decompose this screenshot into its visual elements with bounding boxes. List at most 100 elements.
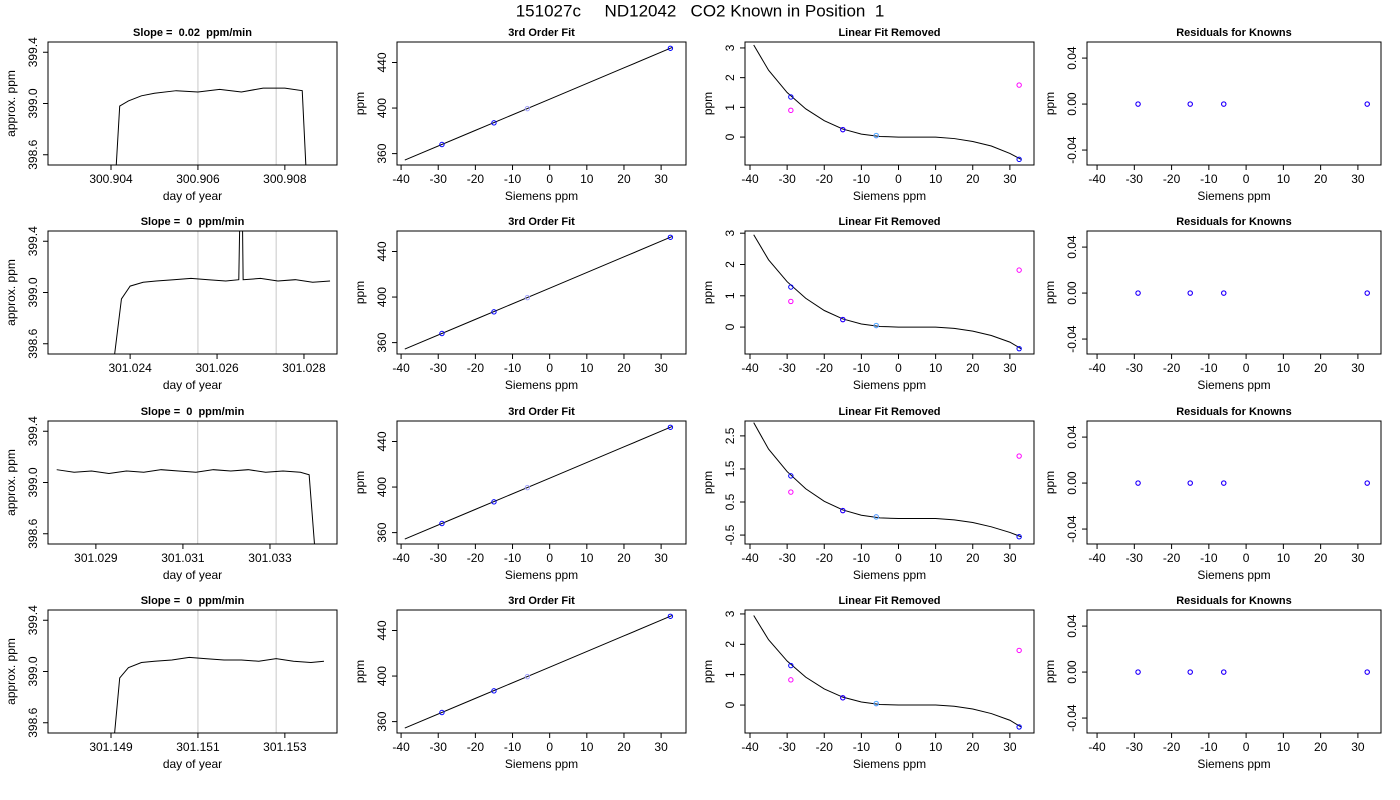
x-axis-label: Siemens ppm — [505, 378, 578, 392]
y-axis-label: approx. ppm — [4, 449, 18, 516]
x-tick-label: -20 — [467, 172, 485, 186]
x-tick-label: 0 — [546, 740, 553, 754]
y-tick-label: 2 — [723, 261, 737, 268]
x-tick-label: -40 — [1088, 361, 1106, 375]
x-tick-label: -30 — [778, 551, 796, 565]
point — [1187, 669, 1193, 675]
panel-title: Linear Fit Removed — [838, 406, 940, 418]
point — [1016, 345, 1022, 352]
y-tick-label: -0.04 — [1065, 325, 1079, 353]
x-tick-label: 0 — [895, 172, 902, 186]
plot-frame — [744, 609, 1035, 734]
point — [873, 700, 879, 707]
y-tick-label: 0 — [723, 323, 737, 330]
y-axis-label: ppm — [353, 471, 367, 494]
y-tick-label: 1 — [723, 292, 737, 299]
y-tick-label: 3 — [723, 230, 737, 237]
x-axis-label: day of year — [163, 568, 222, 582]
plot-frame — [396, 609, 687, 734]
x-tick-label: -10 — [853, 740, 871, 754]
x-tick-label: 10 — [580, 551, 594, 565]
plot-area — [753, 422, 1022, 540]
x-tick-label: 301.153 — [263, 740, 307, 754]
x-tick-label: -30 — [430, 172, 448, 186]
plot-area — [1135, 669, 1370, 675]
x-tick-label: 30 — [1003, 361, 1017, 375]
x-tick-label: -30 — [430, 740, 448, 754]
point — [667, 45, 674, 51]
plot-frame — [1086, 420, 1382, 545]
point — [1221, 480, 1227, 486]
x-tick-label: 301.031 — [161, 551, 205, 565]
x-tick-label: 20 — [1314, 361, 1328, 375]
plot-area — [56, 421, 315, 544]
y-tick-label: 399.0 — [26, 656, 40, 686]
y-axis-label: ppm — [353, 92, 367, 115]
x-tick-label: -30 — [1126, 361, 1144, 375]
plot-area — [753, 234, 1022, 352]
panel-title: 3rd Order Fit — [508, 27, 575, 39]
plot-area — [1135, 290, 1370, 296]
x-axis-label: day of year — [163, 757, 222, 771]
x-axis-label: Siemens ppm — [853, 568, 926, 582]
series-line — [115, 87, 307, 165]
x-tick-label: 0 — [895, 740, 902, 754]
x-tick-label: 10 — [929, 361, 943, 375]
x-tick-label: 301.028 — [282, 361, 326, 375]
point — [1016, 724, 1022, 730]
y-axis-label: approx. ppm — [4, 70, 18, 137]
y-tick-label: 440 — [375, 241, 389, 261]
point — [1016, 453, 1022, 459]
point — [524, 105, 531, 112]
plot-frame — [396, 420, 687, 545]
point — [439, 709, 445, 716]
x-axis-label: Siemens ppm — [1197, 189, 1270, 203]
x-axis-label: day of year — [163, 378, 222, 392]
y-tick-label: 360 — [375, 522, 389, 542]
series-line — [753, 422, 1022, 538]
y-tick-label: 2 — [723, 74, 737, 81]
point — [1364, 480, 1370, 486]
point — [667, 613, 674, 619]
point — [491, 120, 497, 126]
y-axis-label: ppm — [1043, 281, 1057, 304]
x-tick-label: 301.026 — [195, 361, 239, 375]
x-axis-label: Siemens ppm — [853, 378, 926, 392]
x-tick-label: 10 — [929, 172, 943, 186]
y-axis-label: ppm — [353, 660, 367, 683]
point — [491, 309, 497, 315]
plot-area — [1135, 101, 1370, 107]
series-line — [404, 615, 673, 729]
x-tick-label: 30 — [1003, 740, 1017, 754]
y-tick-label: 399.4 — [26, 416, 40, 446]
x-tick-label: 0 — [546, 361, 553, 375]
point — [788, 284, 794, 290]
y-tick-label: 400 — [375, 477, 389, 497]
x-tick-label: 10 — [580, 740, 594, 754]
x-tick-label: 300.908 — [263, 172, 307, 186]
point — [1364, 669, 1370, 675]
y-tick-label: 0.04 — [1065, 614, 1079, 638]
point — [788, 94, 794, 100]
x-tick-label: 301.149 — [89, 740, 133, 754]
y-tick-label: 0.00 — [1065, 660, 1079, 684]
x-tick-label: -10 — [853, 172, 871, 186]
y-tick-label: 1 — [723, 104, 737, 111]
series-line — [404, 236, 673, 350]
panel-title: Residuals for Knowns — [1176, 406, 1292, 418]
y-tick-label: 399.0 — [26, 467, 40, 497]
y-tick-label: 399.0 — [26, 277, 40, 307]
x-tick-label: 10 — [580, 361, 594, 375]
x-tick-label: 20 — [617, 740, 631, 754]
plot-frame — [744, 230, 1035, 355]
plot-frame — [744, 41, 1035, 166]
series-line — [753, 44, 1022, 160]
y-axis-label: ppm — [701, 281, 715, 304]
x-axis-label: Siemens ppm — [1197, 757, 1270, 771]
x-tick-label: 20 — [617, 361, 631, 375]
x-axis-label: day of year — [163, 189, 222, 203]
point — [1187, 101, 1193, 107]
x-tick-label: -10 — [504, 172, 522, 186]
x-tick-label: 10 — [1277, 172, 1291, 186]
point — [840, 316, 846, 323]
